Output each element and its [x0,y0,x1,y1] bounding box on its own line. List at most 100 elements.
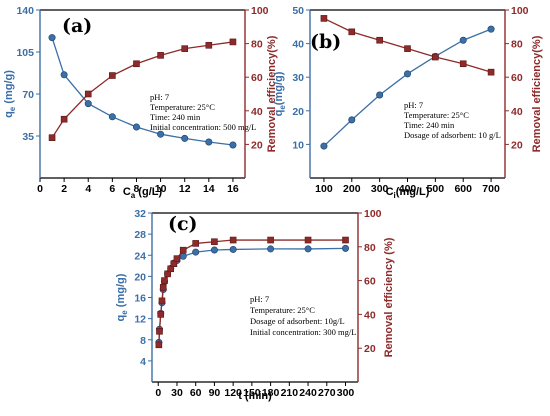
panel-b-left-y-axis-label: qe(mg/g) [273,71,287,116]
panel-c-x-tick-label: 60 [190,387,202,399]
panel-a-qe-series-point [229,141,237,149]
panel-a-right-y-axis-label: Removal efficiency(%) [266,35,278,152]
panel-c-left-y-tick-label: 20 [134,271,146,283]
panel-a-qe-series-point [132,123,140,131]
panel-a-qe-series-point [157,130,165,138]
panel-b-removal-series-point [320,15,328,22]
panel-c-x-axis-label: t (min) [238,390,272,402]
panel-b-qe-series-point [487,25,495,33]
panel-c-left-y-tick-label: 12 [134,314,146,326]
panel-b-qe-series-point [376,91,384,99]
panel-b-right-y-tick-label: 60 [511,72,523,84]
panel-b-x-tick-label: 200 [343,183,361,195]
panel-a-right-y-tick-label: 20 [251,139,263,151]
panel-c-qe-series-point [267,245,275,253]
panel-a-right-y-tick-label: 60 [251,72,263,84]
panel-a-removal-series-point [205,41,213,49]
panel-a-removal-series-point [133,60,140,68]
panel-c-x-tick-label: 240 [299,387,317,399]
panel-a-annotation-time: Time: 240 min [150,112,201,122]
panel-b-right-y-tick-label: 80 [511,39,523,51]
panel-b-removal-series-point [432,53,439,61]
panel-b-x-tick-label: 100 [315,183,333,195]
panel-c-right-y-tick-label: 20 [364,343,376,355]
panel-c-right-y-tick-label: 100 [364,208,382,220]
panel-c-qe-series-point [192,248,200,256]
panel-c-removal-series-point [159,284,167,291]
panel-a-qe-series-point [48,34,56,42]
panel-c-removal-series-point [161,277,168,284]
panel-c-left-y-tick-label: 8 [140,335,146,347]
panel-b-annotation-dosage: Dosage of adsorbent: 10 g/L [404,130,501,140]
panel-a-x-tick-label: 4 [85,183,91,195]
panel-a-annotations: pH: 7 Temperature: 25°C Time: 240 min In… [150,92,256,132]
panel-c-removal-series-point [179,246,187,254]
panel-a-left-y-tick-label: 70 [22,89,34,101]
panel-c-contact-time: (c) pH: 7 Temperature: 25°C Dosage of ad… [115,208,395,402]
panel-c-x-tick-label: 150 [243,387,261,399]
panel-a-removal-series-point [48,134,56,141]
panel-b-x-axis-label: Ci(mg/L) [386,186,430,200]
panel-b-x-tick-label: 300 [371,183,389,195]
panel-b-x-tick-label: 500 [427,183,445,195]
panel-b-removal-series-point [404,45,411,52]
panel-c-x-tick-label: 30 [171,387,183,399]
panel-a-removal-series-point [84,90,92,98]
panel-b-x-tick-label: 400 [399,183,417,195]
panel-c-left-y-tick-label: 32 [134,208,146,220]
panel-b-label: (b) [310,31,341,53]
panel-b-annotations: pH: 7 Temperature: 25°C Time: 240 min Do… [404,100,501,140]
panel-c-right-y-tick-label: 80 [364,242,376,254]
panel-c-x-tick-label: 270 [318,387,336,399]
panel-c-right-y-tick-label: 40 [364,309,376,321]
panel-c-x-tick-label: 0 [155,387,161,399]
panel-c-removal-series-point [173,255,181,262]
panel-c-annotation-concentration: Initial concentration: 300 mg/L [250,327,356,337]
panel-a-x-tick-label: 2 [61,183,67,195]
panel-c-annotation-dosage: Dosage of adsorbent: 10g/L [250,316,345,326]
panel-b-qe-series-point [348,116,356,124]
panel-c-x-tick-label: 120 [224,387,242,399]
panel-a-label: (a) [62,15,92,37]
panel-a-x-tick-label: 8 [134,183,140,195]
panel-a-qe-series-point [84,100,92,108]
panel-b-x-tick-label: 600 [454,183,472,195]
panel-a-left-y-tick-label: 105 [16,47,34,59]
panel-b-removal-series-point [487,68,495,76]
panel-c-annotation-temperature: Temperature: 25°C [250,305,315,315]
panel-a-removal-series-point [229,38,237,46]
panel-b-right-y-tick-label: 40 [511,106,523,118]
panel-a-x-tick-label: 12 [179,183,191,195]
panel-a-removal-series-point [181,45,189,52]
panel-c-qe-series-point [342,244,350,252]
panel-a-qe-series-point [60,71,68,79]
panel-b-left-y-tick-label: 30 [292,72,304,84]
panel-b-x-tick-label: 700 [482,183,500,195]
panel-a-x-tick-label: 16 [227,183,239,195]
panel-a-x-tick-label: 0 [37,183,43,195]
panel-c-left-y-axis-label: qe (mg/g) [115,273,129,321]
panel-b-left-y-tick-label: 40 [292,39,304,51]
panel-a-left-y-tick-label: 140 [16,5,34,17]
panel-c-left-y-tick-label: 24 [134,250,146,262]
panel-b-left-y-tick-label: 50 [292,5,304,17]
panel-c-removal-series-point [211,238,218,246]
panel-c-annotation-ph: pH: 7 [250,294,269,304]
panel-c-removal-series-point [267,236,274,244]
panel-c-removal-series-point [156,327,163,335]
panel-b-annotation-ph: pH: 7 [404,100,423,110]
panel-c-x-tick-label: 180 [262,387,280,399]
panel-a-right-y-tick-label: 100 [251,5,269,17]
panel-a-annotation-temperature: Temperature: 25°C [150,102,215,112]
panel-a-qe-series-point [205,138,213,146]
panel-a-removal-series-point [60,115,68,123]
panel-b-initial-concentration: (b) pH: 7 Temperature: 25°C Time: 240 mi… [273,5,543,200]
panel-c-right-y-tick-label: 60 [364,276,376,288]
panel-a-qe-series-point [181,134,189,142]
panel-c-label: (c) [168,213,198,235]
panel-b-left-y-tick-label: 10 [292,139,304,151]
panel-a-x-tick-label: 6 [109,183,115,195]
panel-a-qe-series-point [108,113,116,121]
panel-a-left-y-tick-label: 35 [22,131,34,143]
